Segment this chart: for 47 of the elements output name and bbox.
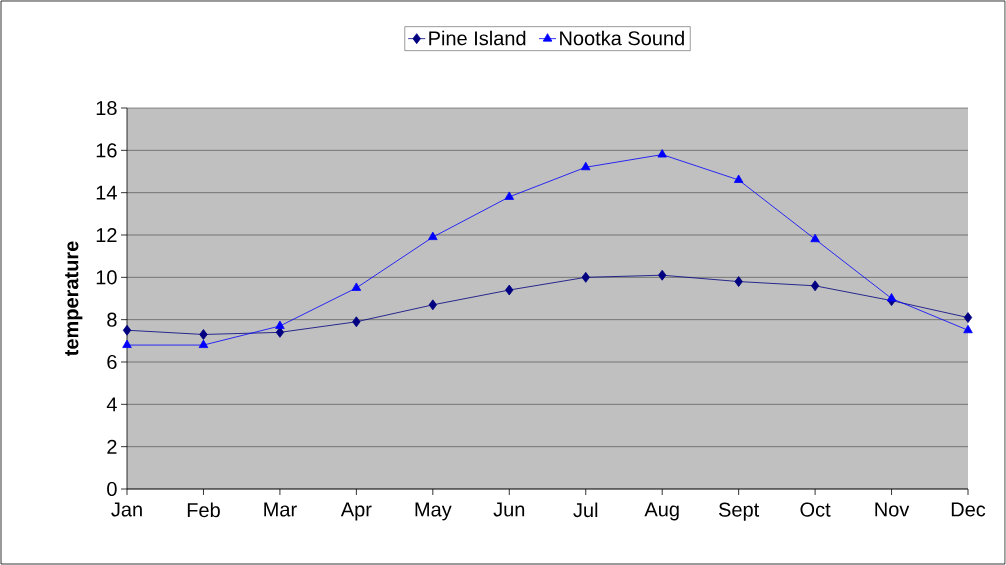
point (734, 276, 743, 287)
x-tick-label: Mar (264, 502, 297, 517)
point (198, 339, 209, 348)
y-tick-label: 2 (107, 439, 117, 454)
x-tick-label: Jul (573, 502, 598, 518)
y-tick-label: 16 (96, 143, 117, 158)
point (581, 161, 591, 171)
point (963, 312, 973, 323)
y-tick-label: 4 (106, 397, 117, 412)
point (581, 271, 590, 283)
point (351, 282, 362, 291)
point (810, 233, 820, 243)
y-tick-label: 12 (96, 228, 117, 242)
point (733, 174, 744, 183)
legend-label: Nootka Sound (560, 30, 684, 46)
point (657, 149, 667, 158)
y-tick-label: 18 (96, 100, 117, 116)
point (199, 329, 208, 340)
legend-label: Pine Island (429, 30, 526, 46)
point (810, 280, 820, 292)
x-tick-label: Dec (951, 502, 986, 517)
y-tick-label: 10 (96, 270, 117, 285)
x-tick-label: Aug (644, 502, 679, 521)
x-tick-label: Feb (187, 502, 220, 518)
x-tick-label: Jan (111, 502, 142, 517)
point (122, 324, 132, 336)
y-tick-label: 0 (107, 481, 117, 497)
point (122, 339, 132, 348)
point (504, 191, 515, 200)
x-tick-label: May (415, 502, 452, 521)
x-tick-label: Sept (718, 502, 760, 521)
x-tick-label: Oct (800, 502, 831, 517)
y-tick-label: 8 (107, 312, 117, 327)
x-tick-label: Apr (340, 502, 372, 521)
point (352, 316, 361, 328)
y-tick-label: 14 (96, 185, 117, 200)
x-tick-label: Jun (493, 502, 525, 517)
point (505, 284, 514, 296)
point (886, 293, 897, 302)
point (428, 299, 437, 311)
x-tick-label: Nov (875, 502, 910, 517)
y-axis-title: temperature (65, 241, 83, 357)
point (658, 269, 667, 281)
point (963, 324, 973, 334)
y-tick-label: 6 (107, 354, 117, 370)
point (275, 320, 285, 329)
point (428, 231, 438, 241)
